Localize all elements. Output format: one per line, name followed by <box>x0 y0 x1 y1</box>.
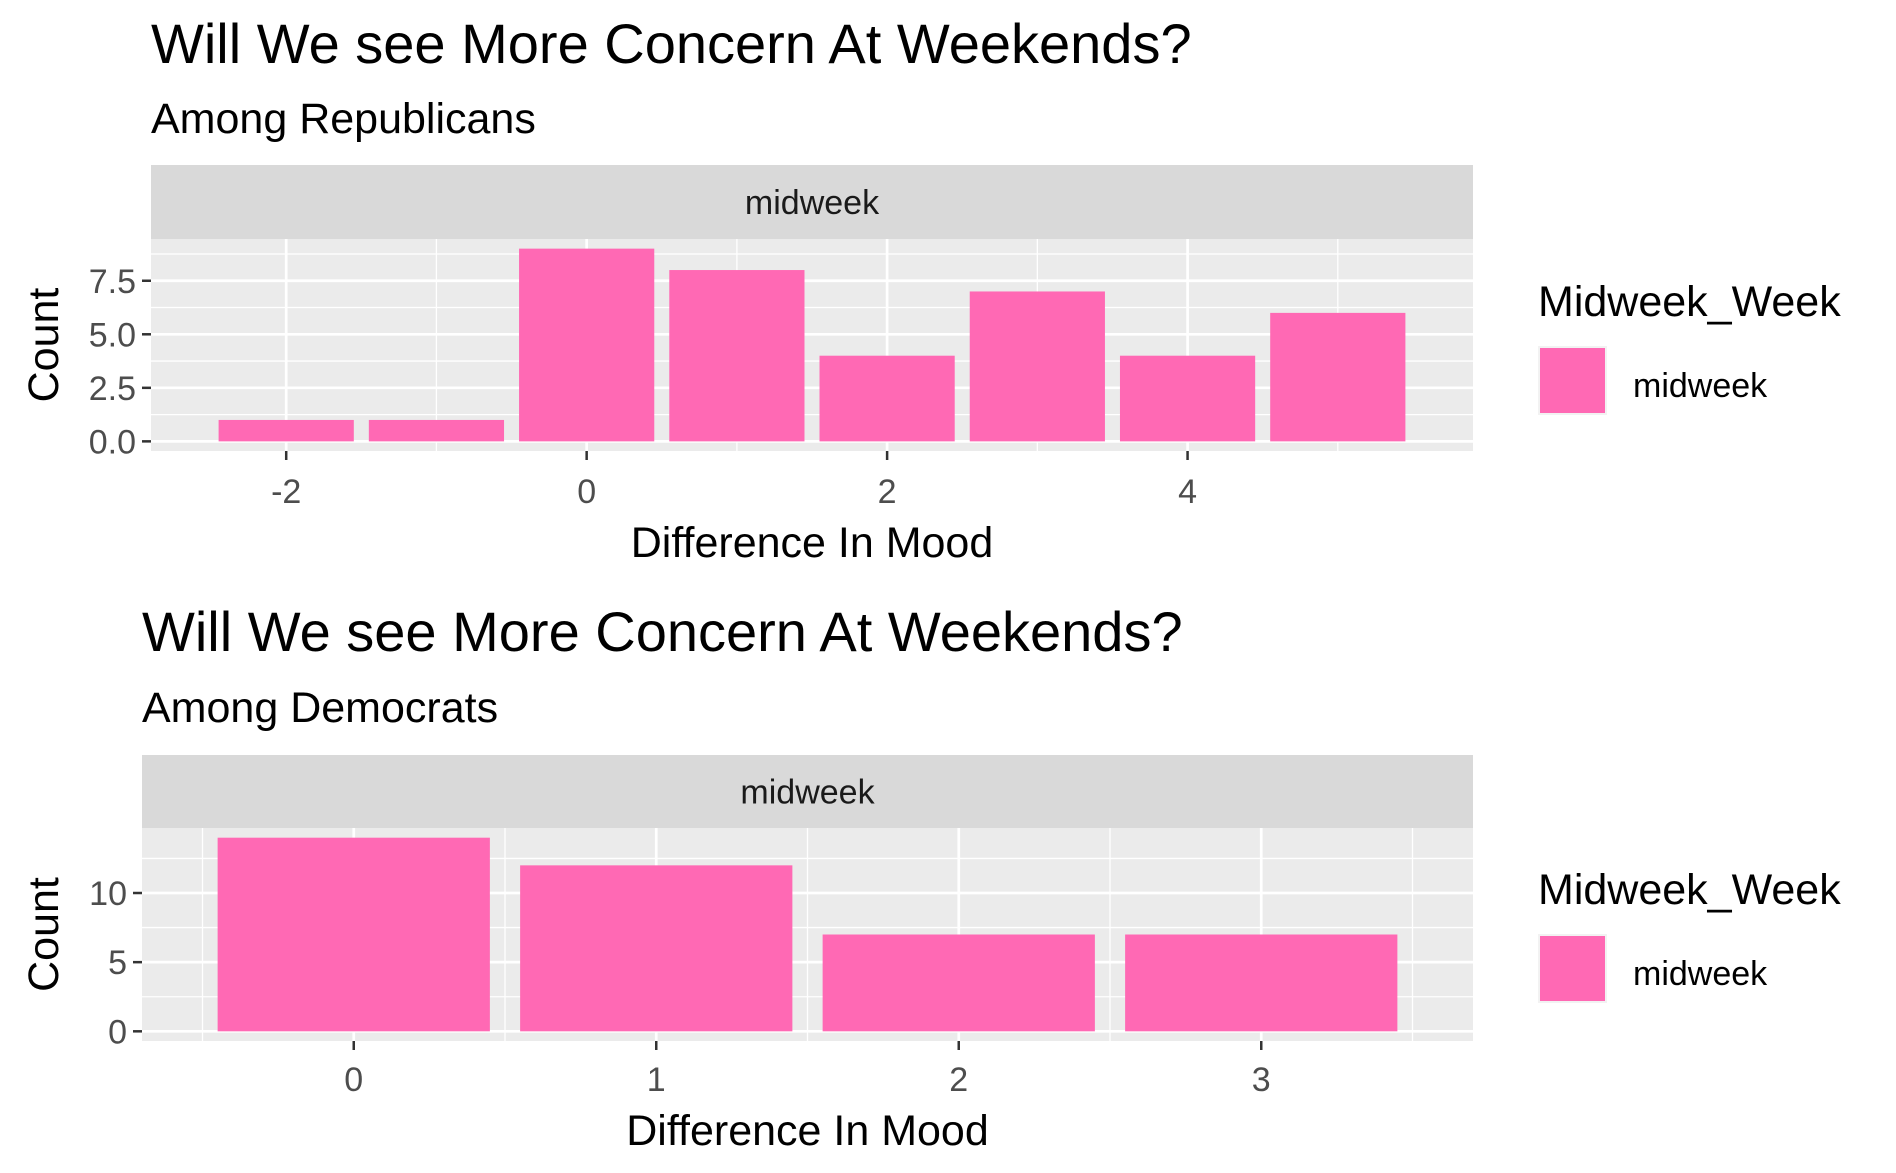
y-tick-label: 2.5 <box>89 370 136 408</box>
x-tick-label: 2 <box>878 473 897 511</box>
bar[interactable] <box>1119 355 1256 442</box>
bar[interactable] <box>1125 934 1398 1032</box>
y-axis: 0 5 10 <box>89 875 142 1051</box>
chart-title: Will We see More Concern At Weekends? <box>151 12 1192 75</box>
bar[interactable] <box>217 837 490 1032</box>
x-tick-label: 2 <box>949 1061 968 1099</box>
x-tick-label: 0 <box>577 473 596 511</box>
legend-label: midweek <box>1633 367 1768 405</box>
bars <box>217 837 1398 1032</box>
x-tick-label: 1 <box>647 1061 666 1099</box>
y-tick-label: 10 <box>89 875 127 913</box>
legend-title: Midweek_Week <box>1538 866 1841 914</box>
y-axis-title: Count <box>20 288 68 403</box>
bars <box>218 248 1406 442</box>
x-axis-title: Difference In Mood <box>626 1107 989 1155</box>
chart-title: Will We see More Concern At Weekends? <box>142 600 1183 663</box>
y-tick-label: 0 <box>108 1013 127 1051</box>
bar[interactable] <box>520 865 793 1032</box>
x-tick-label: 4 <box>1178 473 1197 511</box>
x-tick-label: 3 <box>1252 1061 1271 1099</box>
bar[interactable] <box>969 291 1105 442</box>
legend-label: midweek <box>1633 955 1768 993</box>
x-tick-label: -2 <box>271 473 301 511</box>
facet-strip <box>151 165 1473 239</box>
bar[interactable] <box>822 934 1095 1032</box>
legend-title: Midweek_Week <box>1538 278 1841 326</box>
bar[interactable] <box>669 270 805 442</box>
chart-panel-1: Will We see More Concern At Weekends? Amo… <box>20 12 1841 567</box>
legend-key-swatch <box>1540 348 1605 413</box>
bar[interactable] <box>218 419 354 442</box>
y-tick-label: 7.5 <box>89 263 136 301</box>
y-axis: 0.0 2.5 5.0 7.5 <box>89 263 151 461</box>
chart-subtitle: Among Democrats <box>142 684 498 732</box>
x-axis-title: Difference In Mood <box>631 519 994 567</box>
x-tick-label: 0 <box>344 1061 363 1099</box>
facet-strip-label: midweek <box>745 184 880 222</box>
bar[interactable] <box>519 248 655 442</box>
y-axis-title: Count <box>20 877 68 992</box>
bar[interactable] <box>819 355 955 442</box>
chart-panel-2: Will We see More Concern At Weekends? Amo… <box>20 600 1841 1155</box>
bar[interactable] <box>368 419 505 442</box>
bar[interactable] <box>1270 312 1406 442</box>
x-axis: 0 1 2 3 <box>344 1041 1271 1099</box>
y-tick-label: 5.0 <box>89 316 136 354</box>
chart-subtitle: Among Republicans <box>151 95 536 143</box>
facet-strip-label: midweek <box>740 774 875 812</box>
legend-key-swatch <box>1540 936 1605 1001</box>
facet-strip <box>142 755 1473 828</box>
y-tick-label: 5 <box>108 944 127 982</box>
y-tick-label: 0.0 <box>89 423 136 461</box>
x-axis: -2 0 2 4 <box>271 451 1197 511</box>
